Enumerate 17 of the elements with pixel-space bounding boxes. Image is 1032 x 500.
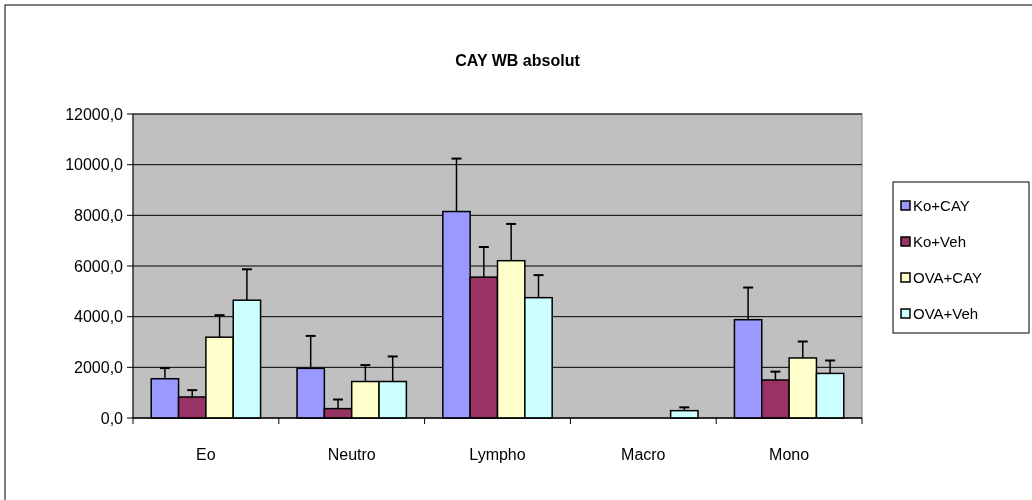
y-tick-label: 0,0 [100,409,124,427]
y-tick-label: 4000,0 [74,308,124,326]
legend-label: OVA+Veh [913,305,979,323]
y-tick-label: 12000,0 [65,105,124,123]
legend-label: Ko+CAY [913,197,970,215]
chart-title: CAY WB absolut [455,52,581,69]
y-tick-label: 8000,0 [74,206,124,224]
x-tick-label: Lympho [469,446,526,463]
x-tick-label: Eo [196,446,216,463]
legend-label: Ko+Veh [913,233,966,251]
y-tick-label: 2000,0 [74,358,124,376]
x-tick-label: Mono [769,446,810,463]
legend-label: OVA+CAY [913,269,983,287]
y-tick-label: 6000,0 [74,257,124,275]
x-tick-label: Macro [621,446,666,463]
x-tick-label: Neutro [327,446,376,463]
y-tick-label: 10000,0 [65,156,124,174]
